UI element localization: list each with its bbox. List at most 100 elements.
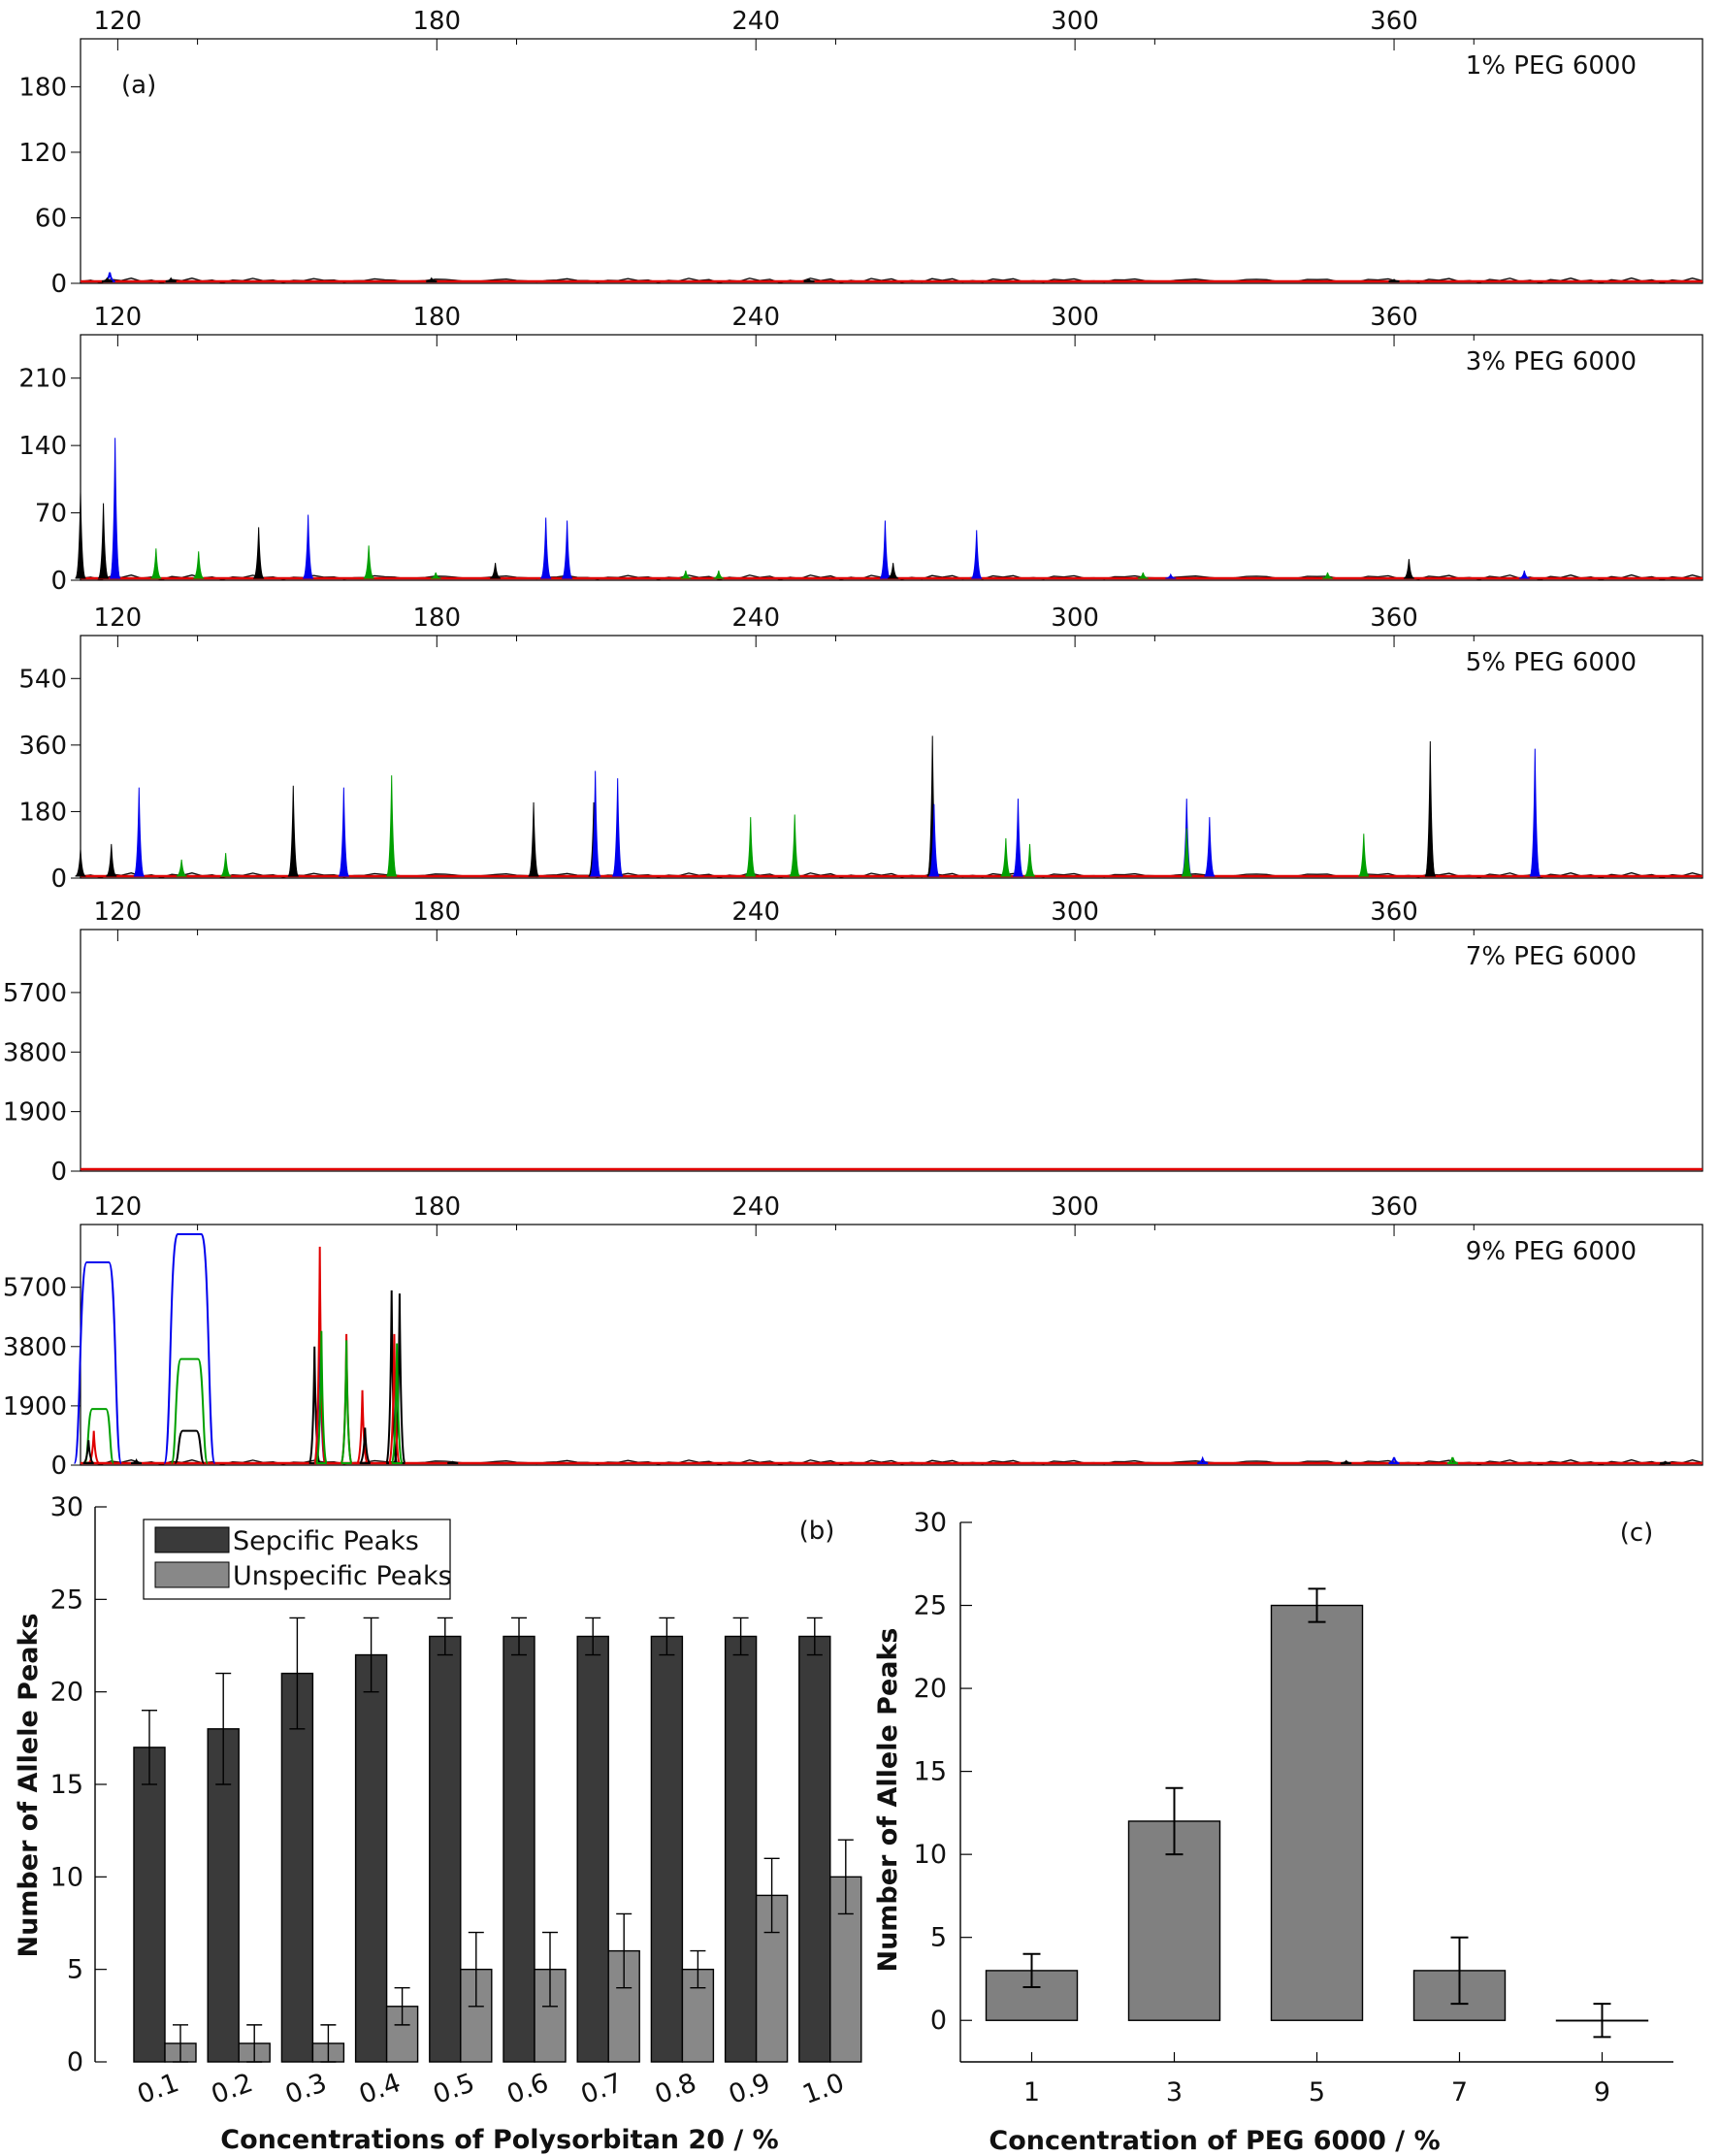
bar-specific (724, 1635, 758, 2063)
y-axis-label: Number of Allele Peaks (14, 1613, 44, 1957)
x-tick-label: 300 (1051, 7, 1099, 36)
plateau-blue (163, 1233, 216, 1464)
y-tick-label: 5 (67, 1955, 83, 1985)
trace-title: 7% PEG 6000 (1466, 942, 1637, 971)
y-tick-label: 0 (67, 2047, 83, 2077)
x-tick-label: 180 (412, 604, 461, 633)
peak-black (101, 277, 113, 282)
peak-black (1341, 1459, 1352, 1464)
plateau-green (170, 1357, 210, 1464)
peak-black (426, 277, 438, 282)
x-tick-label: 360 (1370, 898, 1418, 927)
trace-frame (80, 38, 1703, 284)
x-tick-label: 120 (94, 1192, 143, 1222)
peak-green (1181, 828, 1193, 877)
y-tick-label: 360 (18, 732, 67, 761)
y-axis-label: Number of Allele Peaks (873, 1627, 903, 1972)
x-tick-label: 240 (731, 7, 780, 36)
peak-green (193, 551, 205, 579)
peak-blue (1165, 572, 1177, 579)
y-tick-label: 25 (914, 1591, 947, 1621)
x-tick-label: 1 (1023, 2077, 1040, 2107)
trace-title: 5% PEG 6000 (1466, 648, 1637, 677)
peak-blue (539, 517, 552, 579)
bar (1270, 1604, 1364, 2021)
x-tick-label: 180 (412, 7, 461, 36)
peak-green (744, 817, 757, 877)
x-tick-label: 360 (1370, 7, 1418, 36)
peak-black (165, 277, 177, 282)
x-tick-label: 300 (1051, 303, 1099, 332)
peak-black (489, 563, 502, 579)
x-tick-label: 360 (1370, 303, 1418, 332)
peak-green (390, 1343, 404, 1464)
peak-black (252, 527, 265, 579)
y-tick-label: 180 (18, 798, 67, 827)
peak-red (387, 1333, 401, 1464)
y-tick-label: 15 (50, 1770, 83, 1800)
y-tick-label: 20 (914, 1674, 947, 1704)
peak-black (1424, 741, 1437, 877)
x-tick-label: 240 (731, 303, 780, 332)
y-tick-label: 120 (18, 139, 67, 168)
peak-green (713, 570, 725, 579)
x-tick-label: 240 (731, 898, 780, 927)
x-axis-label: Concentration of PEG 6000 / % (989, 2126, 1440, 2156)
peak-green (363, 545, 374, 579)
y-tick-label: 1900 (3, 1098, 67, 1127)
bar-specific (354, 1653, 388, 2063)
y-tick-label: 10 (914, 1840, 947, 1870)
x-tick-label: 180 (412, 898, 461, 927)
peak-blue (879, 520, 892, 579)
y-tick-label: 30 (914, 1508, 947, 1538)
x-tick-label: 3 (1166, 2077, 1183, 2107)
panel-a-label: (a) (121, 71, 156, 100)
y-tick-label: 540 (18, 665, 67, 694)
peak-black (1388, 278, 1400, 282)
y-tick-label: 60 (35, 204, 67, 233)
trace-panel-9pct: 9% PEG 6000 120 180 240 300 360 0 1900 3800 5700 (3, 1192, 1703, 1481)
trace-panel-3pct: 3% PEG 6000 120 180 240 300 360 0 70 140 210 (18, 303, 1703, 596)
peak-red (313, 1246, 327, 1464)
x-tick-label: 300 (1051, 898, 1099, 927)
y-tick-label: 0 (50, 270, 67, 299)
y-tick-label: 3800 (3, 1038, 67, 1067)
peak-black (1660, 1460, 1671, 1464)
peak-green (430, 572, 441, 579)
bar-specific (280, 1672, 314, 2063)
x-tick-label: 7 (1451, 2077, 1468, 2107)
peak-blue (1012, 799, 1024, 877)
peak-red (356, 1389, 370, 1464)
x-tick-label: 180 (412, 303, 461, 332)
legend-label-specific: Sepcific Peaks (233, 1526, 419, 1556)
x-tick-label: 240 (731, 1192, 780, 1222)
peak-blue (109, 438, 121, 579)
peak-blue (611, 778, 624, 877)
y-tick-label: 0 (50, 1158, 67, 1187)
peak-green (1137, 572, 1149, 579)
y-tick-label: 0 (50, 567, 67, 596)
legend-label-unspecific: Unspecific Peaks (233, 1561, 452, 1591)
peak-green (1023, 843, 1036, 877)
peak-black (131, 1458, 143, 1464)
y-tick-label: 30 (50, 1492, 83, 1522)
peak-black (888, 563, 899, 579)
bar-specific (429, 1635, 462, 2063)
peak-green (176, 859, 187, 877)
peak-green (219, 853, 232, 877)
peak-green (385, 775, 398, 877)
bar-chart-peg: (c) Concentration of PEG 6000 / % Number… (873, 1508, 1673, 2156)
plateau-black (174, 1429, 206, 1464)
peak-blue (302, 514, 314, 579)
y-tick-label: 0 (50, 1452, 67, 1481)
bar-specific (650, 1635, 684, 2063)
y-tick-label: 20 (50, 1678, 83, 1708)
x-tick-label: 120 (94, 898, 143, 927)
x-tick-label: 360 (1370, 1192, 1418, 1222)
peak-black (359, 1427, 372, 1464)
trace-panel-5pct: 5% PEG 6000 120 180 240 300 360 0 180 360 540 (18, 604, 1703, 894)
y-tick-label: 3800 (3, 1333, 67, 1362)
trace-title: 1% PEG 6000 (1466, 51, 1637, 81)
